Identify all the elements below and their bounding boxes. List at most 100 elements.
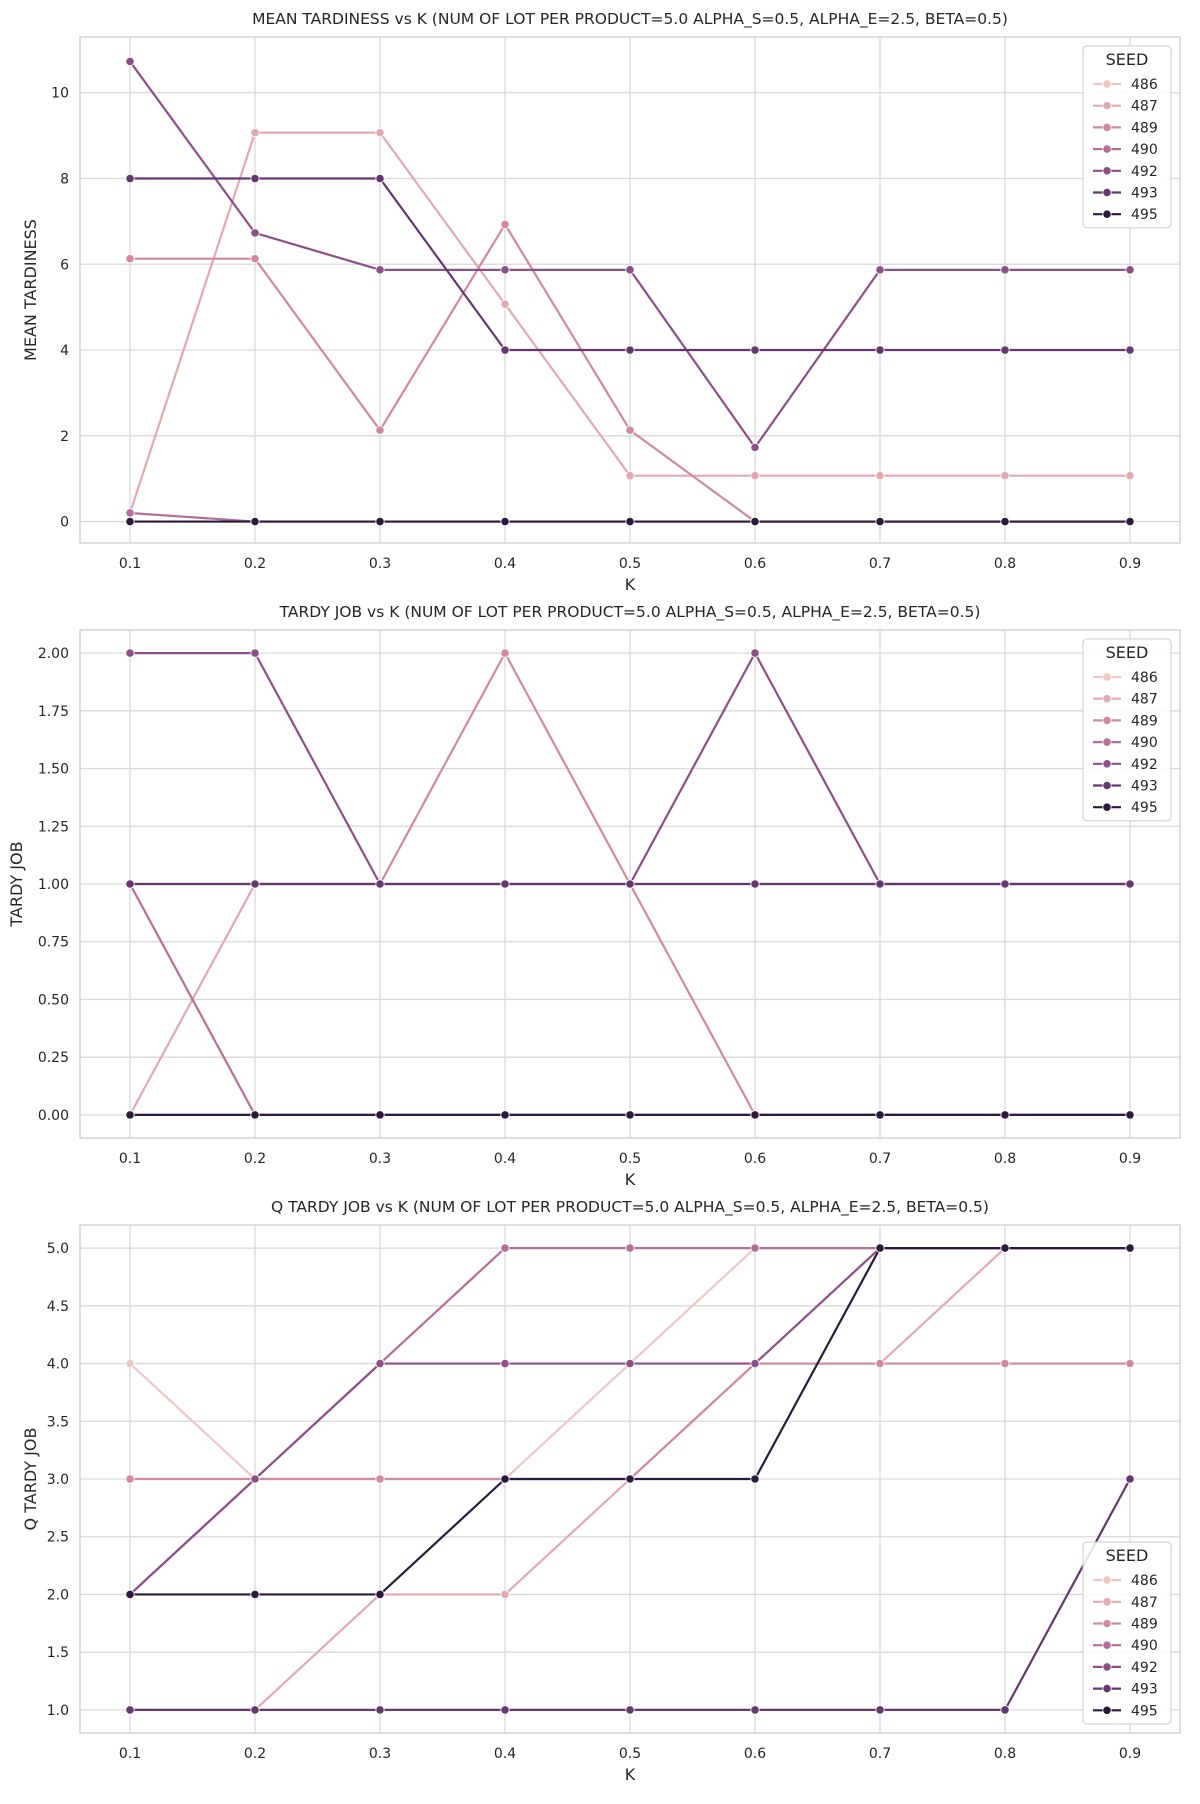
legend-swatch-marker <box>1102 101 1112 111</box>
legend-entry: 492 <box>1131 757 1158 773</box>
y-tick-label: 0.50 <box>38 992 69 1008</box>
data-point <box>500 516 510 527</box>
x-tick-label: 0.7 <box>869 1746 891 1762</box>
data-point <box>750 471 760 481</box>
legend-entry: 489 <box>1131 1617 1158 1633</box>
data-point <box>375 425 385 435</box>
x-tick-label: 0.4 <box>494 556 516 572</box>
legend-entry: 486 <box>1131 1573 1158 1589</box>
x-tick-label: 0.5 <box>619 1151 641 1167</box>
x-tick-label: 0.9 <box>1119 556 1141 572</box>
x-tick-label: 0.3 <box>369 1746 391 1762</box>
data-point <box>625 516 635 527</box>
data-point <box>625 879 635 889</box>
data-point <box>250 516 260 527</box>
legend-entry: 495 <box>1131 207 1158 223</box>
x-tick-label: 0.6 <box>744 1151 766 1167</box>
data-point <box>125 516 135 527</box>
data-point <box>625 265 635 275</box>
legend-swatch-marker <box>1102 694 1112 704</box>
data-point <box>375 173 385 184</box>
data-point <box>1000 345 1010 355</box>
x-tick-label: 0.2 <box>244 1151 266 1167</box>
legend-swatch-marker <box>1102 1575 1112 1585</box>
plot-frame <box>79 1224 1181 1734</box>
data-point <box>875 1705 885 1715</box>
y-axis-label: TARDY JOB <box>7 841 26 927</box>
legend-box <box>1082 45 1172 229</box>
plot-frame <box>79 629 1181 1139</box>
legend-entry: 489 <box>1131 713 1158 729</box>
data-point <box>375 1589 385 1600</box>
data-point <box>875 471 885 481</box>
legend-entry: 486 <box>1131 77 1158 93</box>
data-point <box>375 1358 385 1369</box>
data-point <box>750 1243 760 1253</box>
legend-swatch-marker <box>1102 1684 1112 1694</box>
legend-entry: 493 <box>1131 779 1158 795</box>
data-point <box>625 471 635 481</box>
legend: SEED 486 487 489 490 492 493 495 <box>1082 45 1172 229</box>
y-tick-label: 0 <box>60 515 69 531</box>
y-tick-label: 2.00 <box>38 646 69 662</box>
data-point <box>375 128 385 138</box>
data-point <box>500 1474 510 1484</box>
y-tick-label: 8 <box>60 172 69 188</box>
chart-panel-2: 0.1 0.2 0.3 0.4 0.5 0.6 0.7 0.8 0.9 0.00 0.25 0.50 0… <box>7 603 1181 1189</box>
data-point <box>1000 471 1010 481</box>
legend-swatch-marker <box>1102 672 1112 682</box>
data-point <box>125 1110 135 1120</box>
data-point <box>375 1474 385 1484</box>
y-tick-label: 4.0 <box>47 1357 69 1373</box>
y-tick-label: 5.0 <box>47 1241 69 1257</box>
x-tick-label: 0.8 <box>994 556 1016 572</box>
y-tick-label: 6 <box>60 257 69 273</box>
data-point <box>500 1243 510 1253</box>
data-point <box>250 1110 260 1120</box>
x-tick-label: 0.3 <box>369 1151 391 1167</box>
x-tick-label: 0.8 <box>994 1746 1016 1762</box>
x-tick-label: 0.2 <box>244 1746 266 1762</box>
legend-swatch-marker <box>1102 144 1112 154</box>
legend-swatch-marker <box>1102 1618 1112 1629</box>
chart-title: Q TARDY JOB vs K (NUM OF LOT PER PRODUCT… <box>271 1198 989 1217</box>
data-point <box>500 345 510 355</box>
y-tick-label: 2.0 <box>47 1587 69 1603</box>
x-axis-label: K <box>625 1170 636 1189</box>
data-point <box>875 265 885 275</box>
x-axis-label: K <box>625 575 636 594</box>
y-axis-label: Q TARDY JOB <box>21 1428 40 1531</box>
y-tick-label: 4 <box>60 343 69 359</box>
data-point <box>750 879 760 889</box>
legend-box <box>1082 1541 1172 1725</box>
x-tick-label: 0.3 <box>369 556 391 572</box>
data-point <box>625 345 635 355</box>
data-point <box>125 1358 135 1369</box>
legend-swatch-marker <box>1102 79 1112 89</box>
data-point <box>125 173 135 184</box>
legend-entry: 490 <box>1131 142 1158 158</box>
y-tick-label: 1.50 <box>38 762 69 778</box>
data-point <box>125 56 135 67</box>
y-tick-label: 2.5 <box>47 1530 69 1546</box>
legend-entry: 487 <box>1131 99 1158 115</box>
legend-swatch-marker <box>1102 1597 1112 1607</box>
data-point <box>125 648 135 658</box>
x-tick-label: 0.6 <box>744 556 766 572</box>
data-point <box>1000 1110 1010 1120</box>
legend-swatch-marker <box>1102 737 1112 747</box>
data-point <box>125 254 135 264</box>
data-point <box>500 219 510 229</box>
x-tick-label: 0.9 <box>1119 1151 1141 1167</box>
data-point <box>125 1589 135 1600</box>
data-point <box>625 1358 635 1369</box>
y-tick-label: 4.5 <box>47 1299 69 1315</box>
legend-entry: 492 <box>1131 1660 1158 1676</box>
legend-entry: 486 <box>1131 670 1158 686</box>
legend-entry: 495 <box>1131 800 1158 816</box>
data-point <box>250 128 260 138</box>
y-axis-label: MEAN TARDINESS <box>21 219 40 361</box>
data-point <box>1125 516 1135 527</box>
legend-entry: 487 <box>1131 1595 1158 1611</box>
data-point <box>500 1705 510 1715</box>
